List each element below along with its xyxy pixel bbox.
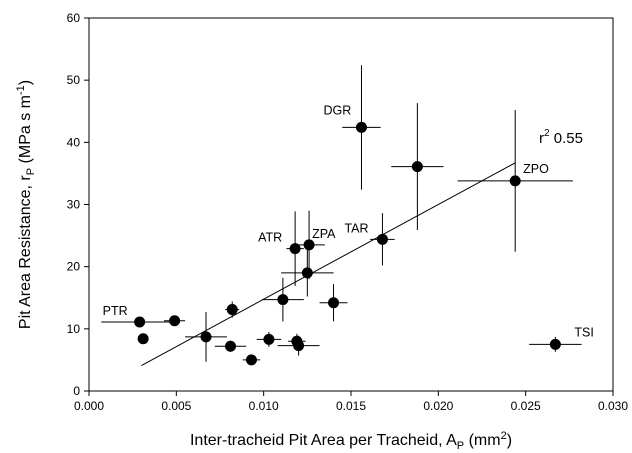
r-squared-superscript: 2 — [544, 128, 550, 139]
r-squared-annotation: r2 0.55 — [539, 128, 583, 147]
data-point — [355, 121, 367, 133]
data-point — [303, 239, 315, 251]
y-tick-label: 30 — [67, 198, 81, 212]
y-axis-label-superscript: -1 — [15, 85, 27, 95]
y-tick-label: 10 — [67, 322, 81, 336]
data-point — [134, 316, 146, 328]
data-point — [226, 304, 238, 316]
x-axis-label-close: ) — [507, 432, 512, 449]
y-axis-label-unit: (MPa s m — [17, 95, 34, 168]
x-tick-label: 0.000 — [74, 399, 104, 413]
data-point — [411, 161, 423, 173]
point-label: ATR — [258, 231, 282, 245]
axis-ticks: 0.000 0.005 0.010 0.015 0.020 0.025 0.030 0 10 20… — [67, 11, 629, 413]
y-tick-label: 20 — [67, 260, 81, 274]
x-tick-label: 0.015 — [336, 399, 366, 413]
data-point — [224, 340, 236, 352]
x-axis-label: Inter-tracheid Pit Area per Tracheid, AP… — [190, 430, 512, 452]
y-axis-label: Pit Area Resistance, rP (MPa s m-1) — [15, 80, 37, 329]
data-point — [509, 175, 521, 187]
point-label: TSI — [574, 325, 593, 339]
y-tick-label: 50 — [67, 73, 81, 87]
x-tick-label: 0.030 — [598, 399, 628, 413]
point-label: ZPO — [523, 162, 549, 176]
y-tick-label: 0 — [73, 384, 80, 398]
y-axis-label-subscript: P — [25, 168, 37, 175]
chart-marks: PTR ATR ZPA DGR TAR ZPO TSI — [101, 65, 594, 366]
x-tick-label: 0.025 — [511, 399, 541, 413]
point-label: ZPA — [312, 227, 336, 241]
data-point — [263, 333, 275, 345]
data-point — [301, 267, 313, 279]
data-point — [200, 331, 212, 343]
y-axis-label-close: ) — [17, 80, 34, 85]
data-point — [169, 315, 181, 327]
x-axis-label-subscript: P — [457, 440, 464, 452]
r-squared-value: 0.55 — [550, 130, 583, 147]
data-point — [245, 354, 257, 366]
x-tick-label: 0.020 — [423, 399, 453, 413]
data-point — [328, 297, 340, 309]
point-label: DGR — [323, 103, 351, 117]
data-point — [293, 340, 305, 352]
regression-line — [141, 162, 516, 366]
data-point — [289, 243, 301, 255]
r-squared-symbol: r — [539, 130, 544, 147]
data-point — [376, 233, 388, 245]
x-axis-label-superscript: 2 — [501, 430, 507, 442]
y-tick-label: 40 — [67, 135, 81, 149]
point-label: PTR — [103, 304, 128, 318]
x-tick-label: 0.005 — [161, 399, 191, 413]
data-point — [549, 338, 561, 350]
x-tick-label: 0.010 — [249, 399, 279, 413]
data-point — [277, 294, 289, 306]
point-label: TAR — [344, 221, 368, 235]
x-axis-label-main: Inter-tracheid Pit Area per Tracheid, A — [190, 432, 457, 449]
data-point — [137, 333, 149, 345]
x-axis-label-unit: (mm — [464, 432, 500, 449]
y-axis-label-main: Pit Area Resistance, r — [17, 175, 34, 330]
y-tick-label: 60 — [67, 11, 81, 25]
